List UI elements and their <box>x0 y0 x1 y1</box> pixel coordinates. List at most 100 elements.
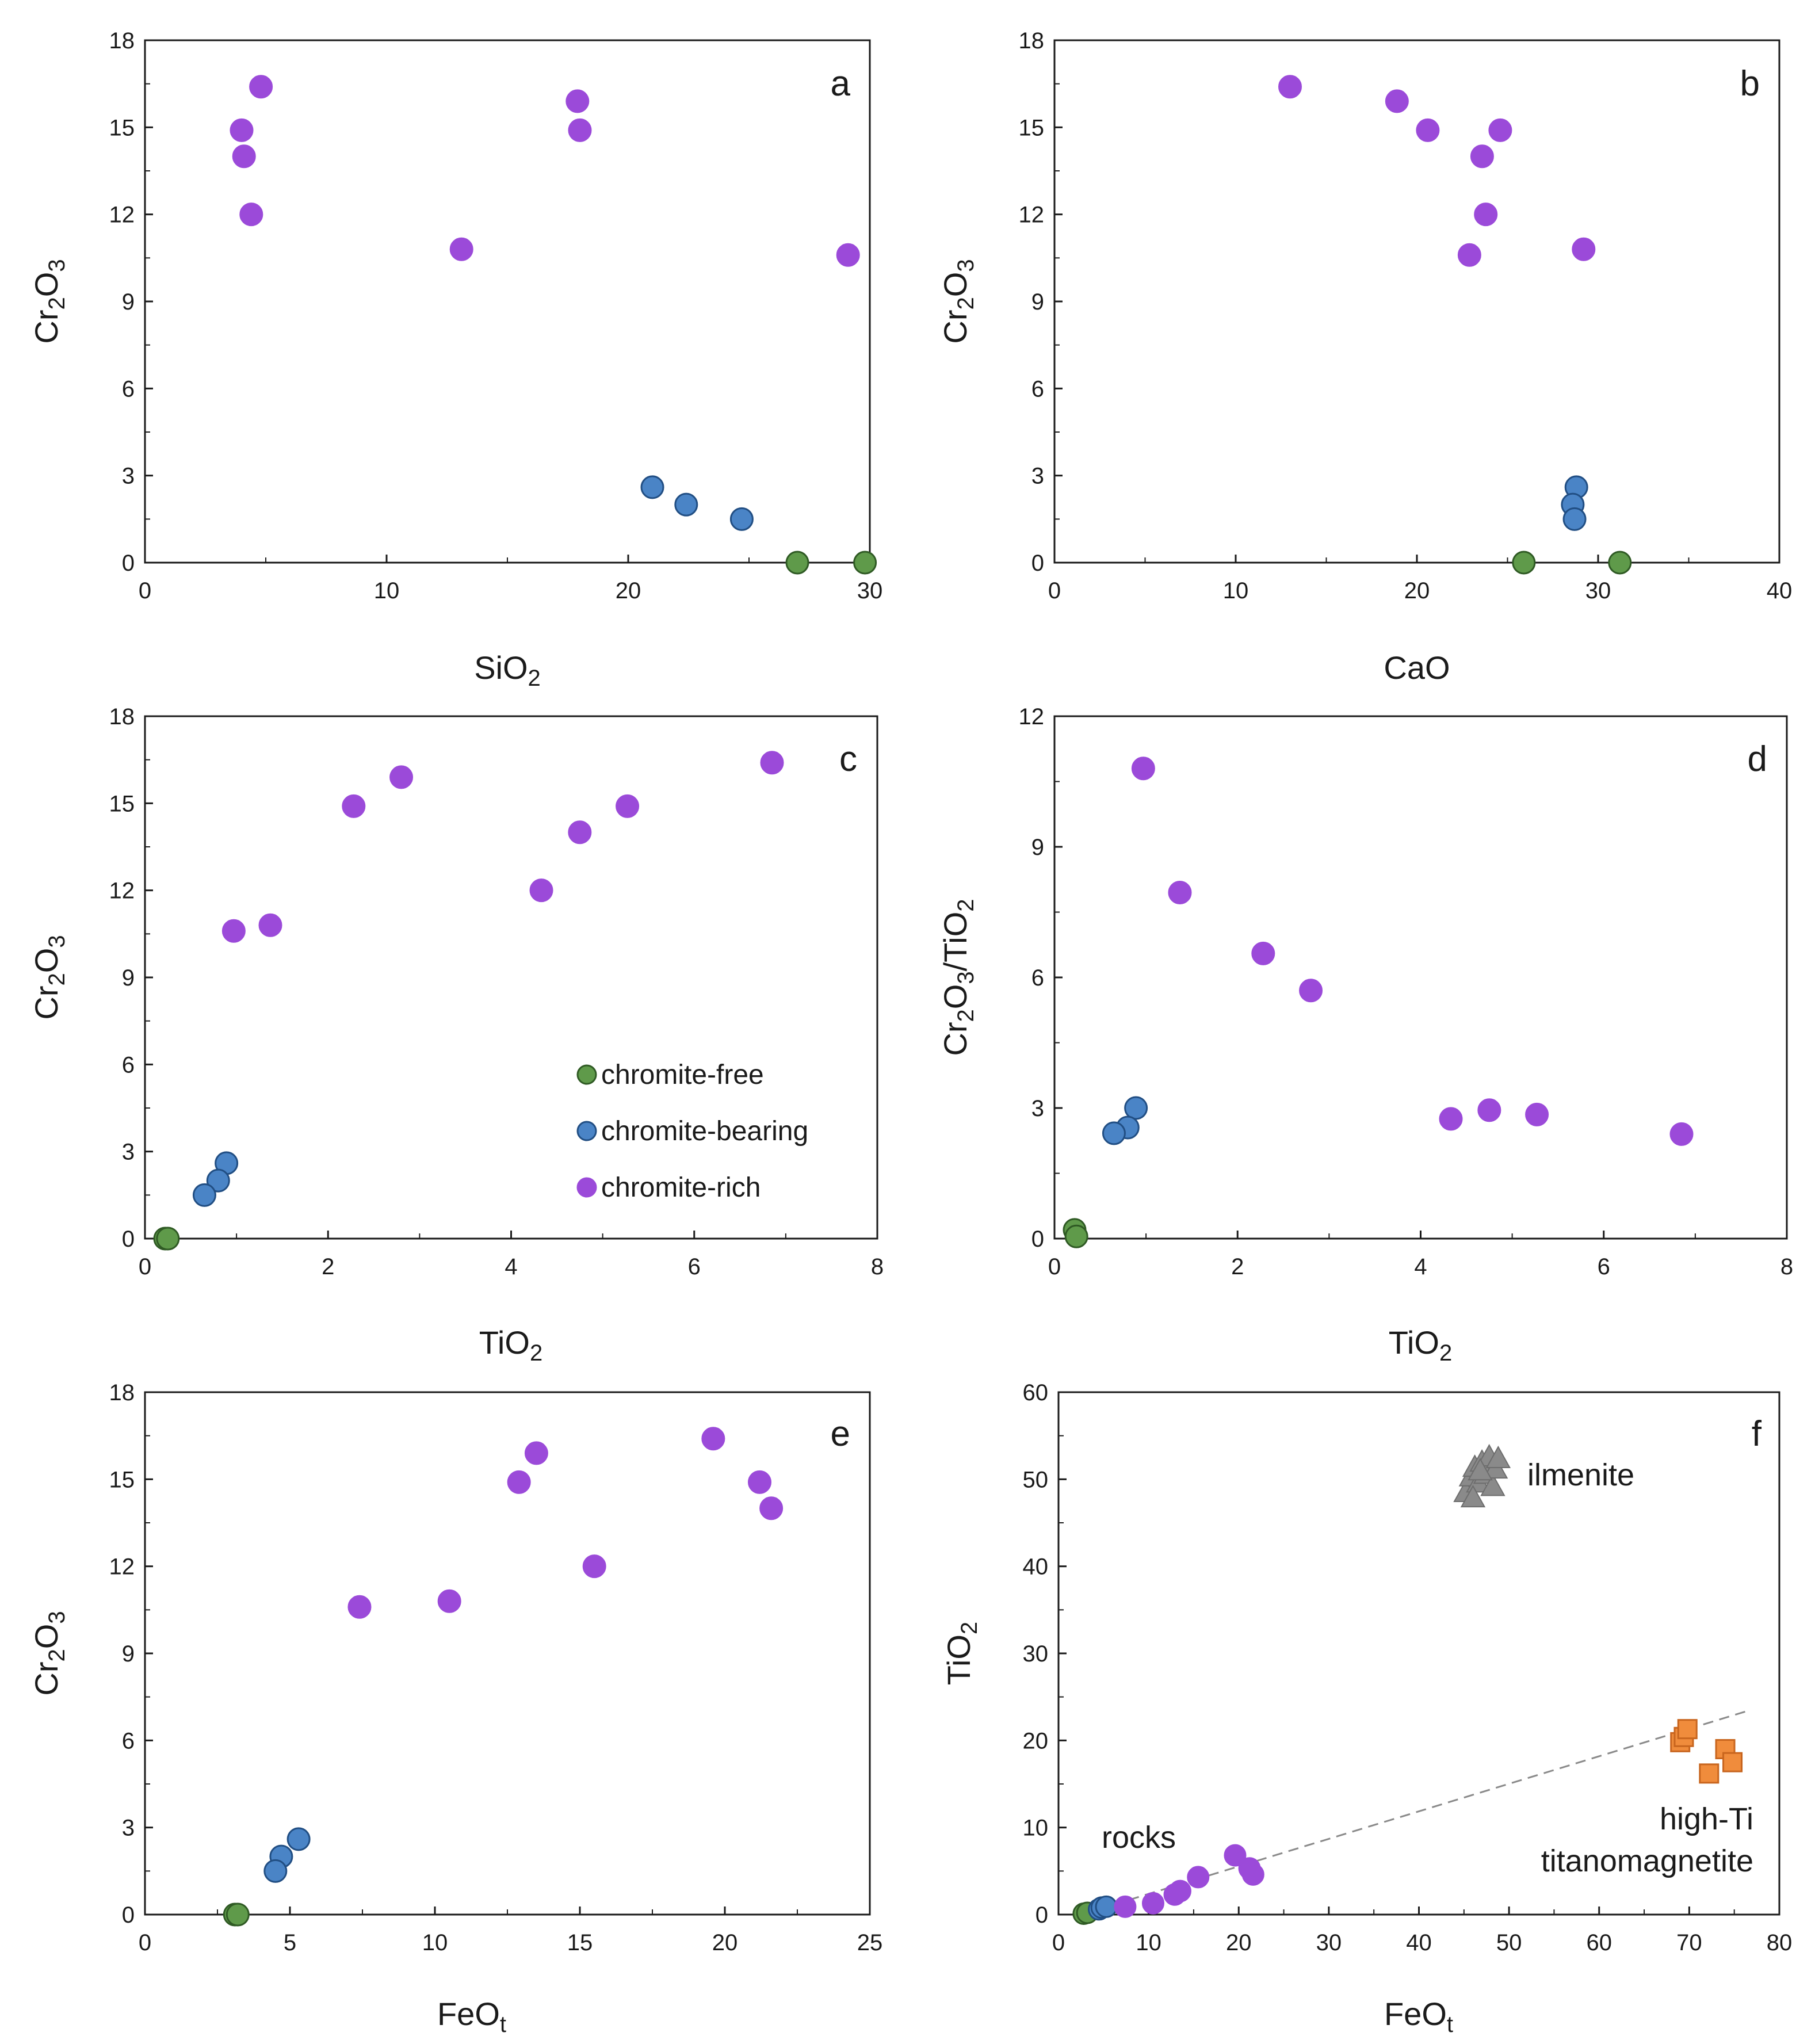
x-tick-label-d-0: 0 <box>1048 1254 1061 1279</box>
x-tick-label-e-5: 5 <box>284 1930 296 1955</box>
panel-c: 0 2 4 6 8 0 3 6 9 12 15 18 c TiO2 Cr2O3 chromite-f… <box>28 704 884 1366</box>
x-tick-label-c-6: 6 <box>688 1254 701 1279</box>
annotation-rocks: rocks <box>1102 1820 1176 1855</box>
y-tick-label-a-12: 12 <box>109 203 135 228</box>
y-tick-label-a-15: 15 <box>109 115 135 140</box>
point-chromite-rich-d-0 <box>1131 757 1155 781</box>
x-tick-label-b-30: 30 <box>1585 578 1611 603</box>
point-ilmenite-f-11 <box>1468 1458 1493 1481</box>
y-tick-label-b-15: 15 <box>1019 115 1045 140</box>
legend-label-chromite-free: chromite-free <box>601 1060 764 1090</box>
point-ilmenite-f-9 <box>1460 1485 1486 1508</box>
x-tick-label-b-40: 40 <box>1767 578 1793 603</box>
point-chromite-bearing-a-1 <box>674 492 698 517</box>
plot-frame-a <box>144 39 871 564</box>
x-ticks-a: 0 10 20 30 <box>139 555 882 603</box>
x-tick-label-b-0: 0 <box>1048 578 1061 603</box>
point-chromite-rich-c-2 <box>342 794 366 818</box>
point-chromite-rich-c-1 <box>389 765 414 789</box>
point-chromite-rich-e-3 <box>747 1470 771 1494</box>
x-axis-label-e: FeOt <box>437 1996 506 2037</box>
point-chromite-rich-d-2 <box>1251 941 1275 965</box>
x-tick-label-f-80: 80 <box>1767 1930 1793 1955</box>
point-ilmenite-f-7 <box>1480 1473 1506 1496</box>
x-tick-label-d-2: 2 <box>1231 1254 1244 1279</box>
y-tick-label-b-3: 3 <box>1031 464 1044 489</box>
panel-a: 0 10 20 30 0 3 6 9 12 15 18 a SiO2 Cr2O3 <box>28 28 882 691</box>
x-tick-label-e-10: 10 <box>422 1930 448 1955</box>
x-tick-label-c-8: 8 <box>871 1254 884 1279</box>
point-chromite-rich-e-0 <box>701 1427 725 1451</box>
y-tick-label-a-18: 18 <box>109 28 135 54</box>
points-c <box>153 751 784 1251</box>
point-chromite-bearing-d-0 <box>1124 1096 1148 1120</box>
point-chromite-rich-d-3 <box>1299 979 1323 1003</box>
x-tick-label-f-30: 30 <box>1316 1930 1342 1955</box>
point-chromite-rich-b-4 <box>1470 144 1494 169</box>
y-tick-label-e-6: 6 <box>122 1728 135 1753</box>
points-f <box>1072 1443 1743 1925</box>
legend-label-chromite-rich: chromite-rich <box>601 1172 761 1203</box>
point-chromite-rich-b-1 <box>1385 89 1409 113</box>
y-axis-label-a: Cr2O3 <box>28 259 70 343</box>
y-tick-label-b-6: 6 <box>1031 376 1044 402</box>
point-chromite-free-c-1 <box>156 1227 180 1251</box>
x-tick-label-e-25: 25 <box>857 1930 883 1955</box>
point-chromite-free-a-1 <box>853 551 877 575</box>
point-chromite-free-b-1 <box>1608 551 1632 575</box>
point-chromite-rich-d-6 <box>1525 1102 1549 1126</box>
point-chromite-rich-b-2 <box>1416 118 1440 142</box>
point-chromite-free-a-0 <box>785 551 809 575</box>
x-tick-label-e-20: 20 <box>712 1930 738 1955</box>
x-tick-label-d-6: 6 <box>1598 1254 1610 1279</box>
panel-letter-e: e <box>831 1414 850 1454</box>
point-chromite-rich-a-2 <box>232 144 256 169</box>
point-chromite-rich-e-4 <box>759 1496 784 1520</box>
point-chromite-rich-a-7 <box>836 243 860 267</box>
point-chromite-rich-d-4 <box>1439 1107 1463 1131</box>
y-tick-label-e-12: 12 <box>109 1554 135 1580</box>
x-axis-label-f: FeOt <box>1384 1996 1453 2037</box>
points-e <box>223 1427 784 1927</box>
y-tick-label-a-6: 6 <box>122 376 135 402</box>
point-chromite-free-d-1 <box>1064 1224 1088 1248</box>
point-chromite-bearing-e-0 <box>286 1827 311 1851</box>
annotation-titanomagnetite: titanomagnetite <box>1541 1844 1753 1878</box>
x-tick-label-f-50: 50 <box>1496 1930 1522 1955</box>
x-ticks-c: 0 2 4 6 8 <box>139 1231 884 1279</box>
y-ticks-e: 0 3 6 9 12 15 18 <box>109 1380 153 1928</box>
y-axis-label-d: Cr2O3/TiO2 <box>937 899 979 1056</box>
y-tick-label-b-12: 12 <box>1019 203 1045 228</box>
x-tick-label-c-0: 0 <box>139 1254 151 1279</box>
annotation-ilmenite: ilmenite <box>1527 1458 1634 1492</box>
x-axis-label-d: TiO2 <box>1389 1324 1452 1366</box>
point-chromite-rich-e-2 <box>507 1470 531 1494</box>
point-chromite-rich-c-4 <box>568 820 592 845</box>
x-tick-label-a-20: 20 <box>616 578 641 603</box>
x-tick-label-f-40: 40 <box>1406 1930 1432 1955</box>
point-chromite-rich-a-0 <box>249 75 273 99</box>
panel-letter-b: b <box>1740 64 1760 104</box>
x-tick-label-c-4: 4 <box>505 1254 517 1279</box>
panel-b: 0 10 20 30 40 0 3 6 9 12 15 18 b CaO Cr2O3 <box>937 28 1792 686</box>
point-chromite-rich-c-3 <box>616 794 640 818</box>
y-tick-label-d-0: 0 <box>1031 1227 1044 1252</box>
y-tick-label-e-18: 18 <box>109 1380 135 1405</box>
legend-label-chromite-bearing: chromite-bearing <box>601 1116 808 1147</box>
x-axis-label-b: CaO <box>1384 650 1450 686</box>
point-chromite-rich-e-7 <box>437 1589 461 1613</box>
y-tick-label-f-20: 20 <box>1023 1728 1049 1753</box>
point-chromite-rich-c-6 <box>221 919 246 943</box>
points-b <box>1278 75 1632 575</box>
x-tick-label-d-8: 8 <box>1780 1254 1793 1279</box>
panel-d: 0 2 4 6 8 0 3 6 9 12 d TiO2 Cr2O3/TiO2 <box>937 704 1793 1366</box>
y-tick-label-c-12: 12 <box>109 878 135 904</box>
point-titanomagnetite-f-2 <box>1677 1719 1698 1740</box>
legend-marker-chromite-free <box>576 1064 597 1085</box>
point-chromite-rich-b-5 <box>1474 203 1498 227</box>
point-chromite-bearing-f-2 <box>1095 1895 1118 1918</box>
y-tick-label-b-18: 18 <box>1019 28 1045 54</box>
y-tick-label-a-3: 3 <box>122 464 135 489</box>
point-chromite-rich-f-7 <box>1241 1863 1264 1886</box>
